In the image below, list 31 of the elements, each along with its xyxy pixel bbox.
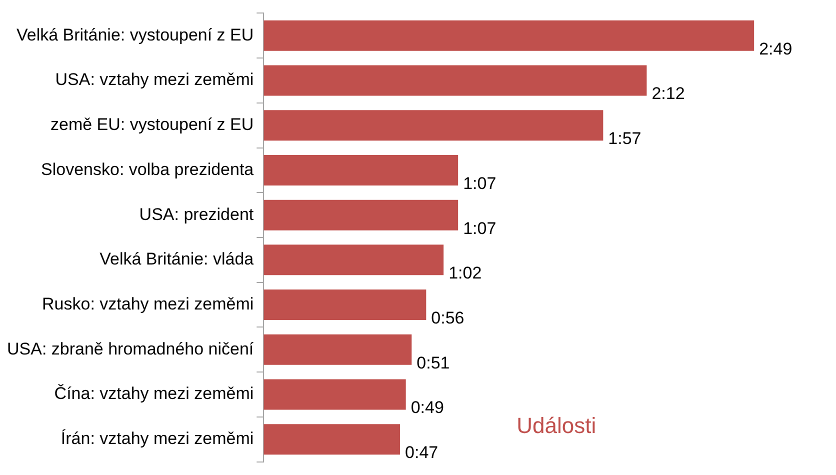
data-label: 0:47 — [405, 443, 438, 462]
bar — [264, 424, 400, 455]
y-tick-label: Slovensko: volba prezidenta — [41, 160, 254, 179]
y-tick-label: USA: zbraně hromadného ničení — [6, 339, 254, 358]
bar — [264, 110, 604, 141]
data-label: 1:07 — [463, 218, 496, 238]
data-label: 2:12 — [652, 84, 685, 104]
y-tick-label: Rusko: vztahy mezi zeměmi — [42, 294, 254, 314]
data-label: 1:57 — [608, 129, 642, 148]
bar — [264, 244, 444, 276]
data-label: 0:51 — [416, 353, 450, 372]
bar — [264, 65, 647, 96]
data-label: 2:49 — [759, 39, 792, 58]
y-tick-label: země EU: vystoupení z EU — [50, 115, 254, 134]
bar — [264, 154, 458, 186]
y-tick-label: Čína: vztahy mezi zeměmi — [54, 384, 254, 404]
y-tick-label: USA: prezident — [139, 204, 254, 224]
bar — [264, 200, 458, 230]
data-label: 1:07 — [463, 174, 496, 193]
bar — [264, 290, 426, 320]
data-label: 0:49 — [410, 398, 444, 418]
y-tick-label: Velká Británie: vláda — [100, 250, 254, 269]
y-tick-label: USA: vztahy mezi zeměmi — [55, 70, 254, 90]
y-tick-label: Velká Británie: vystoupení z EU — [16, 25, 254, 44]
bar — [264, 379, 406, 410]
bar — [264, 20, 754, 51]
data-label: 1:02 — [448, 264, 482, 283]
text: Události — [516, 412, 596, 438]
bar — [264, 334, 412, 365]
data-label: 0:56 — [431, 308, 464, 328]
y-tick-label: Írán: vztahy mezi zeměmi — [60, 429, 254, 448]
